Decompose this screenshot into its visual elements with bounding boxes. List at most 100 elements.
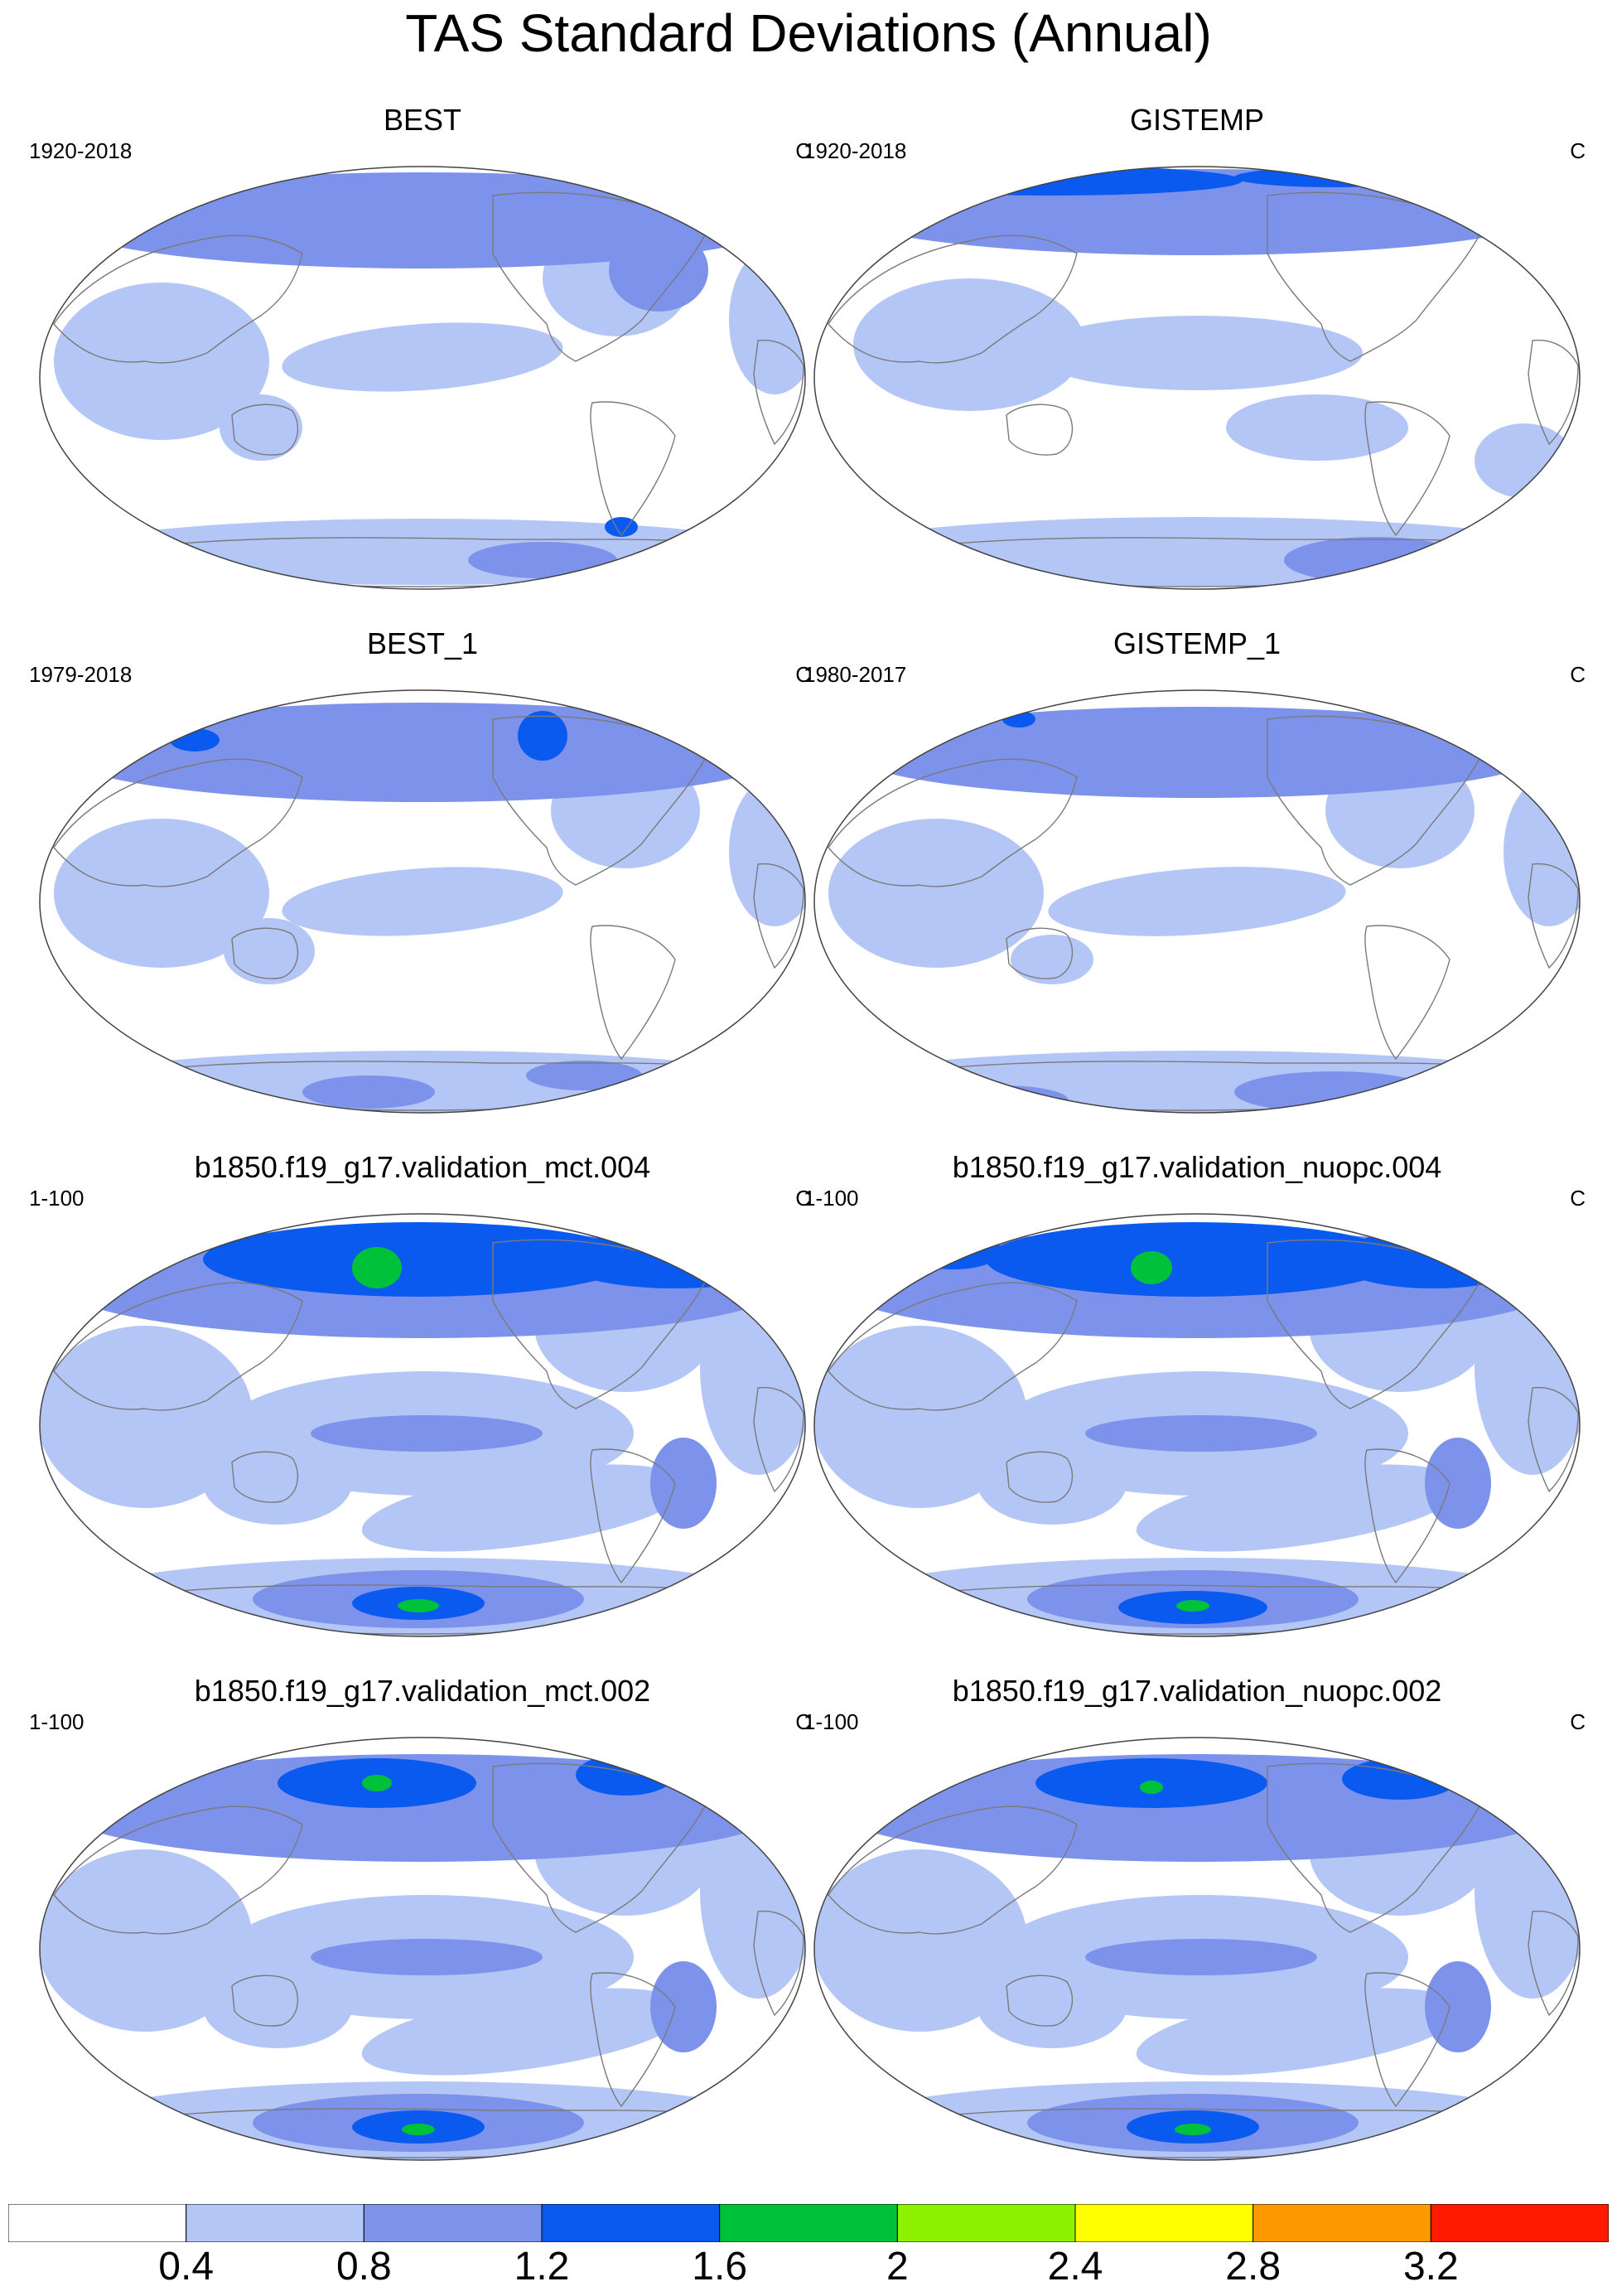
land-greenland — [770, 1778, 801, 1814]
land-south-america — [1364, 1448, 1450, 1584]
contour-region — [828, 819, 1044, 968]
land-south-america — [590, 1448, 676, 1584]
contour-region — [609, 229, 708, 312]
land-south-america — [1364, 925, 1450, 1061]
contour-region — [40, 1326, 253, 1508]
contour-region — [1085, 1939, 1317, 1975]
map-boundary — [813, 689, 1581, 1114]
panel-period: 1980-2017 — [804, 662, 907, 687]
map-boundary — [813, 166, 1581, 590]
contour-region — [468, 542, 617, 578]
contour-region — [302, 1075, 435, 1109]
panel-period: 1920-2018 — [29, 138, 133, 163]
colorbar-swatch — [719, 2204, 898, 2242]
shaded-field — [814, 167, 1580, 589]
land-australia — [1006, 1451, 1074, 1503]
world-map — [39, 1213, 806, 1637]
map-boundary — [813, 1737, 1581, 2161]
contour-region — [40, 1849, 253, 2032]
land-greenland — [770, 731, 801, 766]
land-south-america — [590, 1972, 676, 2108]
contour-region — [833, 517, 1561, 587]
land-africa — [753, 1386, 804, 1493]
land-australia — [231, 927, 299, 979]
land-greenland — [770, 207, 801, 243]
contour-region — [133, 703, 174, 719]
panel-units: C — [1570, 1186, 1586, 1211]
world-map — [39, 689, 806, 1114]
contour-region — [352, 1247, 402, 1288]
contour-region — [650, 1961, 717, 2052]
contour-region — [977, 1965, 1127, 2048]
contour-region — [936, 1085, 1069, 1113]
colorbar-swatch — [896, 2204, 1076, 2242]
land-australia — [231, 404, 299, 456]
map-panel-best-1: BEST_1 1979-2018 C — [29, 626, 816, 1124]
main-title: TAS Standard Deviations (Annual) — [405, 3, 1212, 63]
panel-units: C — [795, 138, 811, 163]
land-africa — [1528, 863, 1579, 969]
contour-region — [526, 1061, 642, 1090]
contour-region — [282, 322, 563, 392]
contour-region — [1136, 1464, 1465, 1552]
contour-region — [361, 1464, 691, 1552]
contour-region — [977, 1442, 1127, 1525]
panel-title: BEST_1 — [366, 626, 479, 660]
panel-units: C — [795, 662, 811, 687]
contour-region — [576, 1754, 675, 1796]
land-greenland — [1544, 207, 1576, 243]
contour-region — [203, 1965, 352, 2048]
contour-region — [203, 1222, 634, 1297]
contour-region — [814, 1849, 1027, 2032]
shaded-field — [40, 1214, 805, 1636]
contour-region — [853, 278, 1085, 411]
contour-region — [311, 1939, 543, 1975]
contour-region — [849, 707, 1545, 798]
land-asia — [53, 1282, 303, 1411]
land-africa — [1528, 339, 1579, 446]
contour-region — [862, 167, 1243, 196]
contour-region — [203, 1442, 352, 1525]
contour-region — [559, 1230, 791, 1288]
land-australia — [231, 1451, 299, 1503]
panel-units: C — [1570, 138, 1586, 163]
contour-region — [1031, 316, 1363, 390]
panel-period: 1-100 — [29, 1709, 84, 1734]
land-south-america — [590, 925, 676, 1061]
land-australia — [1006, 927, 1074, 979]
colorbar-swatch — [541, 2204, 721, 2242]
panel-title: GISTEMP_1 — [1113, 626, 1282, 660]
panel-title: b1850.f19_g17.validation_mct.002 — [194, 1674, 651, 1708]
land-greenland — [770, 1254, 801, 1290]
land-asia — [828, 1282, 1078, 1411]
land-north-america — [1267, 715, 1484, 886]
world-map — [813, 689, 1581, 1114]
land-south-america — [1364, 401, 1450, 537]
map-panel-gistemp: GISTEMP 1920-2018 C — [804, 103, 1590, 600]
panel-title: BEST — [383, 103, 462, 137]
colorbar-tick-label: 1.2 — [514, 2245, 570, 2289]
contour-region — [814, 1326, 1027, 1508]
map-panel-mct-002: b1850.f19_g17.validation_mct.002 1-100 C — [29, 1674, 816, 2171]
world-map — [39, 1737, 806, 2161]
contour-region — [54, 819, 269, 968]
contour-region — [1176, 1600, 1209, 1612]
land-south-america — [1364, 1972, 1450, 2108]
shaded-field — [814, 690, 1580, 1113]
land-north-america — [492, 191, 709, 362]
land-africa — [1528, 1910, 1579, 2017]
shaded-field — [40, 167, 805, 589]
world-map — [39, 166, 806, 590]
colorbar-tick-label: 1.6 — [692, 2245, 748, 2289]
land-north-america — [1267, 191, 1484, 362]
land-asia — [828, 758, 1078, 887]
contour-region — [1136, 1988, 1465, 2076]
world-map — [813, 166, 1581, 590]
panel-period: 1-100 — [804, 1186, 859, 1211]
panel-units: C — [1570, 662, 1586, 687]
contour-region — [1226, 394, 1408, 461]
colorbar-tick-label: 0.8 — [335, 2245, 392, 2289]
contour-region — [362, 1775, 392, 1791]
contour-region — [1048, 867, 1346, 936]
contour-region — [137, 181, 170, 193]
